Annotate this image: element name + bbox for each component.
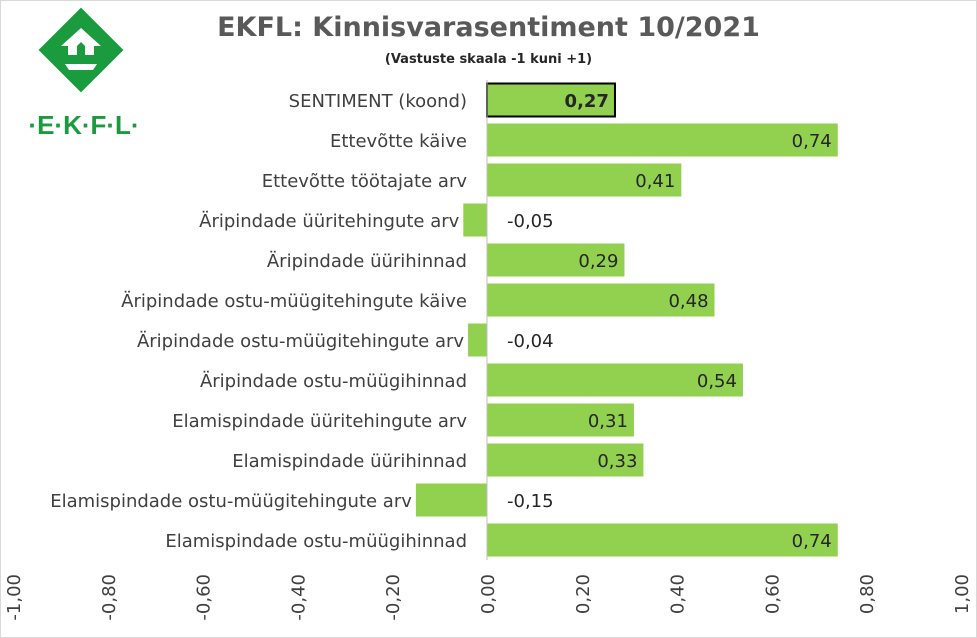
data-label: -0,04 — [507, 331, 554, 352]
data-label: -0,15 — [507, 491, 554, 512]
data-label: 0,48 — [668, 291, 708, 312]
x-tick-label: 0,60 — [762, 574, 783, 614]
x-tick-label: 0,80 — [857, 574, 878, 614]
bar — [487, 523, 838, 557]
category-label: Elamispindade üüritehingute arv — [172, 411, 467, 432]
bar — [487, 443, 644, 477]
x-tick-label: -0,20 — [383, 574, 404, 621]
category-label: SENTIMENT (koond) — [289, 91, 467, 112]
chart-title: EKFL: Kinnisvarasentiment 10/2021 — [217, 12, 760, 43]
x-tick-label: -1,00 — [4, 574, 25, 621]
category-label: Äripindade ostu-müügitehingute käive — [121, 291, 467, 312]
data-label: -0,05 — [507, 211, 554, 232]
category-label: Äripindade ostu-müügihinnad — [200, 371, 467, 392]
data-label: 0,54 — [697, 371, 737, 392]
bar — [468, 323, 487, 357]
bar — [487, 123, 838, 157]
category-label: Elamispindade üürihinnad — [232, 451, 467, 472]
x-tick-label: 0,00 — [478, 574, 499, 614]
category-label: Elamispindade ostu-müügitehingute arv — [50, 491, 412, 512]
data-label: 0,74 — [792, 131, 832, 152]
bar — [415, 483, 487, 517]
bar — [487, 283, 715, 317]
bar — [487, 403, 634, 437]
data-label: 0,74 — [792, 531, 832, 552]
x-tick-label: 0,40 — [668, 574, 689, 614]
bar — [486, 82, 616, 118]
data-label: 0,29 — [578, 251, 618, 272]
category-label: Elamispindade ostu-müügihinnad — [165, 531, 467, 552]
x-tick-label: -0,60 — [194, 574, 215, 621]
bar — [487, 163, 682, 197]
category-label: Äripindade ostu-müügitehingute arv — [137, 331, 464, 352]
bar — [487, 243, 625, 277]
category-label: Ettevõtte töötajate arv — [262, 171, 468, 192]
x-tick-label: 0,20 — [573, 574, 594, 614]
x-tick-label: -0,40 — [288, 574, 309, 621]
bar — [487, 363, 743, 397]
data-label: 0,31 — [588, 411, 628, 432]
category-label: Äripindade üüritehingute arv — [199, 211, 460, 232]
data-label: 0,41 — [635, 171, 675, 192]
ekfl-logo: ·E·K·F·L· — [0, 0, 170, 145]
logo-emblem-icon: ·E·K·F·L· — [28, 7, 140, 140]
x-tick-label: 1,00 — [952, 574, 973, 614]
x-tick-label: -0,80 — [99, 574, 120, 621]
bar — [463, 203, 487, 237]
data-label: 0,33 — [597, 451, 637, 472]
category-label: Äripindade üürihinnad — [267, 251, 467, 272]
category-label: Ettevõtte käive — [330, 131, 467, 152]
logo-text: ·E·K·F·L· — [28, 110, 139, 140]
data-label: 0,27 — [565, 91, 609, 112]
chart-subtitle: (Vastuste skaala -1 kuni +1) — [384, 52, 593, 67]
